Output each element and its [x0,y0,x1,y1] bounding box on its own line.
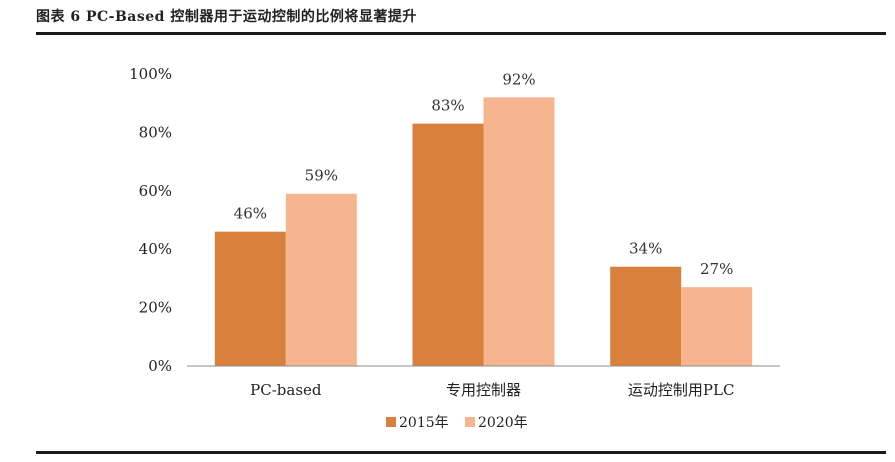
data-label: 83% [431,97,464,115]
category-label: 运动控制用PLC [628,381,735,399]
y-tick-label: 100% [129,65,172,83]
category-label: PC-based [250,381,322,399]
data-label: 34% [629,240,662,258]
bars [214,97,753,367]
bar-2015年-运动控制用PLC [610,266,682,366]
legend-swatch [386,417,396,427]
bar-2020年-专用控制器 [483,97,555,367]
data-label: 27% [700,260,733,278]
data-label: 92% [502,70,535,88]
top-rule [36,32,886,35]
category-labels: PC-based 专用控制器 运动控制用PLC [250,381,734,399]
y-tick-label: 60% [139,182,172,200]
bar-2020年-运动控制用PLC [681,287,753,366]
y-axis-tick-labels: 0% 20% 40% 60% 80% 100% [129,65,172,375]
category-label: 专用控制器 [446,381,521,399]
y-tick-label: 0% [148,357,172,375]
data-label: 59% [305,167,338,185]
figure-title: 图表 6 PC-Based 控制器用于运动控制的比例将显著提升 [36,9,417,25]
legend-label: 2015年 [399,415,449,431]
y-tick-label: 40% [139,240,172,258]
y-tick-label: 80% [139,123,172,141]
data-label: 46% [234,205,267,223]
bar-2015年-专用控制器 [412,123,484,366]
y-tick-label: 20% [139,299,172,317]
bottom-rule [36,451,886,454]
data-labels: 46% 59% 83% 92% 34% 27% [234,70,734,278]
legend-label: 2020年 [478,415,528,431]
bar-2015年-PC-based [214,231,286,366]
legend: 2015年 2020年 [386,415,528,431]
bar-2020年-PC-based [285,193,357,366]
legend-swatch [465,417,475,427]
